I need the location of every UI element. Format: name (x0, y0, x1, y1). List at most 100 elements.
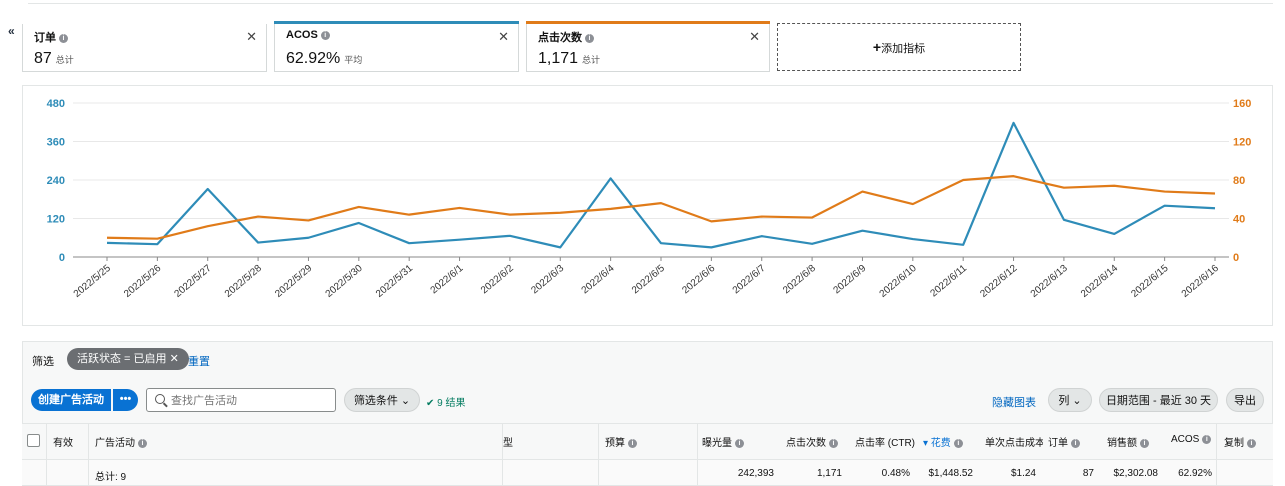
total-spend: $1,448.52 (928, 468, 974, 479)
x-tick-label: 2022/6/12 (978, 263, 1019, 300)
y-left-tick-label: 0 (59, 252, 65, 264)
column-header-copy[interactable]: 复制 i (1224, 434, 1256, 449)
header-label: 预算 (605, 438, 625, 449)
x-tick-label: 2022/6/5 (630, 263, 667, 297)
y-right-tick-label: 120 (1233, 137, 1251, 149)
x-tick-label: 2022/6/11 (929, 263, 970, 300)
close-icon[interactable]: ✕ (246, 29, 257, 44)
metric-card-acos[interactable]: ACOS i ✕ 62.92% 平均 (274, 21, 519, 72)
y-right-tick-label: 40 (1233, 214, 1245, 226)
metric-card-clicks[interactable]: 点击次数 i ✕ 1,171 总计 (526, 21, 770, 72)
x-tick-label: 2022/6/13 (1029, 263, 1070, 300)
info-icon[interactable]: i (829, 438, 838, 448)
info-icon[interactable]: i (59, 33, 68, 43)
info-icon[interactable]: i (735, 438, 744, 448)
filter-conditions-button[interactable]: 筛选条件 ⌄ (344, 388, 420, 412)
x-tick-label: 2022/5/31 (374, 263, 415, 300)
search-icon (155, 394, 165, 404)
x-tick-label: 2022/6/4 (580, 263, 617, 297)
header-label: 点击次数 (786, 438, 826, 449)
x-tick-label: 2022/5/25 (72, 263, 113, 300)
info-icon[interactable]: i (138, 438, 147, 448)
results-count: ✔ 9 结果 (426, 398, 466, 409)
header-label: 订单 (1048, 438, 1068, 449)
x-tick-label: 2022/6/1 (429, 263, 466, 297)
total-cpc: $1.24 (1010, 468, 1036, 479)
columns-button[interactable]: 列 ⌄ (1048, 388, 1092, 412)
collapse-sidebar-icon[interactable]: « (8, 24, 15, 38)
x-tick-label: 2022/5/28 (223, 263, 264, 300)
date-range-button[interactable]: 日期范围 - 最近 30 天 (1099, 388, 1218, 412)
info-icon[interactable]: i (585, 33, 594, 43)
x-tick-label: 2022/5/29 (273, 263, 314, 300)
column-header-ctr[interactable]: 点击率 (CTR)i (855, 434, 917, 449)
export-button[interactable]: 导出 (1226, 388, 1264, 412)
column-divider (46, 423, 47, 486)
column-header-type[interactable]: 型 (503, 434, 513, 449)
column-header-budget[interactable]: 预算 i (605, 434, 637, 449)
metric-unit: 总计 (55, 55, 74, 65)
header-label: 广告活动 (95, 438, 135, 449)
x-tick-label: 2022/6/15 (1129, 263, 1170, 300)
column-header-impressions[interactable]: 曝光量 i (702, 434, 744, 449)
x-tick-label: 2022/6/8 (781, 263, 818, 297)
info-icon[interactable]: i (1140, 438, 1149, 448)
total-sales: $2,302.08 (1113, 468, 1159, 479)
metric-color-bar (22, 21, 267, 24)
info-icon[interactable]: i (1247, 438, 1256, 448)
filter-chip-active-status[interactable]: 活跃状态 = 已启用 ✕ (67, 348, 189, 370)
select-all-checkbox[interactable] (27, 434, 40, 447)
column-header-clicks[interactable]: 点击次数 i (786, 434, 838, 449)
campaign-search[interactable] (146, 388, 336, 412)
close-icon[interactable]: ✕ (749, 29, 760, 44)
y-right-tick-label: 160 (1233, 98, 1251, 110)
total-label: 总计: 9 (95, 472, 127, 483)
header-label: ACOS (1171, 434, 1200, 445)
y-left-tick-label: 480 (47, 98, 65, 110)
close-icon[interactable]: ✕ (498, 29, 509, 44)
search-input[interactable] (171, 393, 331, 408)
metric-value: 62.92% (286, 50, 341, 67)
x-tick-label: 2022/6/7 (731, 263, 768, 297)
x-tick-label: 2022/5/26 (122, 263, 163, 300)
x-tick-label: 2022/6/14 (1079, 263, 1120, 300)
metric-value: 87 (34, 50, 52, 67)
column-header-cpc[interactable]: 单次点击成本 (985, 434, 1043, 449)
metric-color-bar (526, 21, 770, 24)
x-tick-label: 2022/5/27 (172, 263, 213, 300)
column-header-acos[interactable]: ACOS i (1171, 434, 1212, 445)
metric-name: 订单 (34, 32, 56, 44)
column-header-sales[interactable]: 销售额 i (1107, 434, 1149, 449)
info-icon[interactable]: i (1202, 434, 1212, 444)
x-tick-label: 2022/5/30 (324, 263, 365, 300)
add-metric-button[interactable]: +添加指标 (777, 23, 1021, 71)
column-divider (88, 423, 89, 486)
top-divider (28, 0, 1273, 4)
info-icon[interactable]: i (628, 438, 637, 448)
x-tick-label: 2022/6/6 (680, 263, 717, 297)
column-header-spend[interactable]: ▾ 花费 i (923, 434, 963, 449)
header-label: 曝光量 (702, 438, 732, 449)
column-divider (502, 423, 503, 486)
x-tick-label: 2022/6/10 (878, 263, 919, 300)
info-icon[interactable]: i (320, 30, 330, 40)
hide-chart-link[interactable]: 隐藏图表 (992, 397, 1036, 409)
metric-card-orders[interactable]: 订单 i ✕ 87 总计 (22, 21, 267, 72)
reset-filters-link[interactable]: 重置 (188, 356, 210, 368)
column-header-campaign[interactable]: 广告活动 i (95, 434, 147, 449)
column-header-active[interactable]: 有效 (53, 434, 73, 449)
x-tick-label: 2022/6/2 (479, 263, 516, 297)
metric-unit: 总计 (582, 55, 601, 65)
series-line-acos (106, 121, 1216, 249)
more-options-button[interactable]: ••• (113, 389, 138, 411)
table-header (22, 423, 1273, 460)
y-left-tick-label: 360 (47, 137, 65, 149)
create-campaign-button[interactable]: 创建广告活动 (31, 389, 111, 411)
info-icon[interactable]: i (953, 438, 963, 448)
header-label: 有效 (53, 438, 73, 449)
y-right-tick-label: 80 (1233, 175, 1245, 187)
info-icon[interactable]: i (1071, 438, 1080, 448)
column-header-orders[interactable]: 订单 i (1048, 434, 1080, 449)
header-label: 型 (503, 438, 513, 449)
metric-name: ACOS (286, 29, 318, 41)
